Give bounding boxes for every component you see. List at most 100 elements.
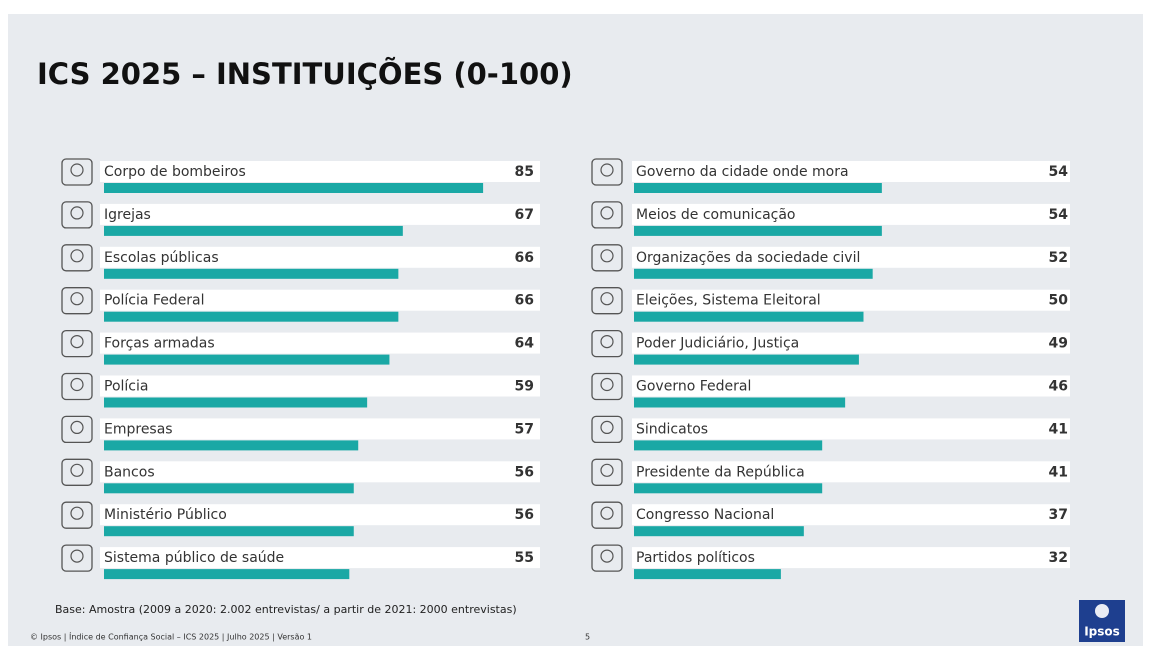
category-label: Escolas públicas	[104, 250, 219, 266]
bar	[634, 440, 823, 451]
icon-detail	[600, 335, 614, 349]
category-label: Empresas	[104, 421, 173, 437]
bar	[634, 183, 882, 193]
bar	[634, 268, 873, 279]
bar	[634, 311, 864, 322]
bar	[104, 354, 390, 365]
slide-title: ICS 2025 – INSTITUIÇÕES (0-100)	[37, 57, 573, 91]
label-band	[632, 418, 1070, 440]
bar	[104, 569, 350, 580]
value-label: 49	[1049, 336, 1068, 352]
icon	[61, 372, 93, 401]
category-label: Sindicatos	[636, 421, 708, 437]
icon-detail	[600, 506, 614, 520]
value-label: 41	[1049, 464, 1068, 480]
icon-detail	[70, 506, 84, 520]
value-label: 59	[515, 379, 534, 395]
value-label: 37	[1049, 507, 1068, 523]
label-band	[100, 461, 540, 483]
category-label: Bancos	[104, 464, 155, 480]
base-note: Base: Amostra (2009 a 2020: 2.002 entrev…	[55, 603, 517, 616]
page-number: 5	[585, 633, 590, 642]
category-label: Partidos políticos	[636, 550, 755, 566]
value-label: 52	[1049, 250, 1068, 266]
value-label: 54	[1049, 164, 1069, 180]
bar	[104, 526, 354, 537]
value-label: 55	[515, 550, 534, 566]
bar	[634, 397, 846, 408]
icon	[61, 458, 93, 486]
bar	[634, 225, 882, 236]
icon	[591, 458, 623, 486]
logo-text: Ipsos	[1084, 625, 1120, 639]
label-band	[100, 332, 540, 354]
category-label: Governo da cidade onde mora	[636, 164, 849, 180]
label-band	[100, 504, 540, 526]
category-label: Governo Federal	[636, 379, 751, 395]
value-label: 46	[1049, 379, 1068, 395]
value-label: 66	[515, 293, 534, 309]
category-label: Forças armadas	[104, 336, 215, 352]
value-label: 50	[1049, 293, 1069, 309]
bar	[634, 354, 859, 365]
category-label: Eleições, Sistema Eleitoral	[636, 293, 821, 309]
label-band	[632, 203, 1070, 225]
value-label: 32	[1049, 550, 1068, 566]
bar	[104, 183, 484, 193]
icon-detail	[70, 463, 84, 477]
category-label: Corpo de bombeiros	[104, 164, 246, 180]
label-band	[632, 246, 1070, 268]
category-label: Polícia Federal	[104, 293, 205, 309]
label-band	[100, 547, 540, 569]
icon	[591, 329, 623, 358]
bar	[634, 569, 781, 580]
bar	[634, 526, 804, 537]
label-band	[632, 461, 1070, 483]
icon	[61, 415, 93, 444]
icon-detail	[70, 249, 84, 263]
value-label: 67	[515, 207, 534, 223]
icon	[591, 372, 623, 401]
icon	[591, 287, 623, 315]
category-label: Meios de comunicação	[636, 207, 796, 223]
icon	[591, 201, 623, 229]
icon-detail	[70, 335, 84, 349]
icon-detail	[70, 292, 84, 306]
label-band	[632, 161, 1070, 182]
icon	[61, 329, 93, 358]
bar	[104, 440, 359, 451]
label-band	[100, 203, 540, 225]
bar	[104, 397, 368, 408]
icon-detail	[600, 463, 614, 477]
icon	[591, 501, 623, 529]
label-band	[632, 547, 1070, 569]
icon-detail	[600, 163, 614, 177]
label-band	[100, 161, 540, 182]
icon-detail	[70, 206, 84, 220]
label-band	[100, 246, 540, 268]
value-label: 57	[515, 421, 534, 437]
value-label: 56	[515, 464, 534, 480]
icon-detail	[600, 377, 614, 392]
icon-detail	[70, 420, 84, 434]
category-label: Poder Judiciário, Justiça	[636, 336, 799, 352]
bar	[104, 311, 399, 322]
label-band	[632, 289, 1070, 311]
label-band	[100, 418, 540, 440]
category-label: Ministério Público	[104, 507, 227, 523]
icon-detail	[600, 249, 614, 263]
label-band	[100, 289, 540, 311]
value-label: 41	[1049, 421, 1068, 437]
icon-detail	[70, 163, 84, 177]
value-label: 56	[515, 507, 534, 523]
value-label: 85	[515, 164, 534, 180]
category-label: Congresso Nacional	[636, 507, 774, 523]
category-label: Presidente da República	[636, 464, 805, 480]
value-label: 54	[1049, 207, 1069, 223]
icon-detail	[70, 549, 84, 563]
value-label: 66	[515, 250, 534, 266]
icon	[61, 287, 93, 315]
logo-mark	[1095, 604, 1109, 618]
icon-detail	[70, 377, 84, 392]
